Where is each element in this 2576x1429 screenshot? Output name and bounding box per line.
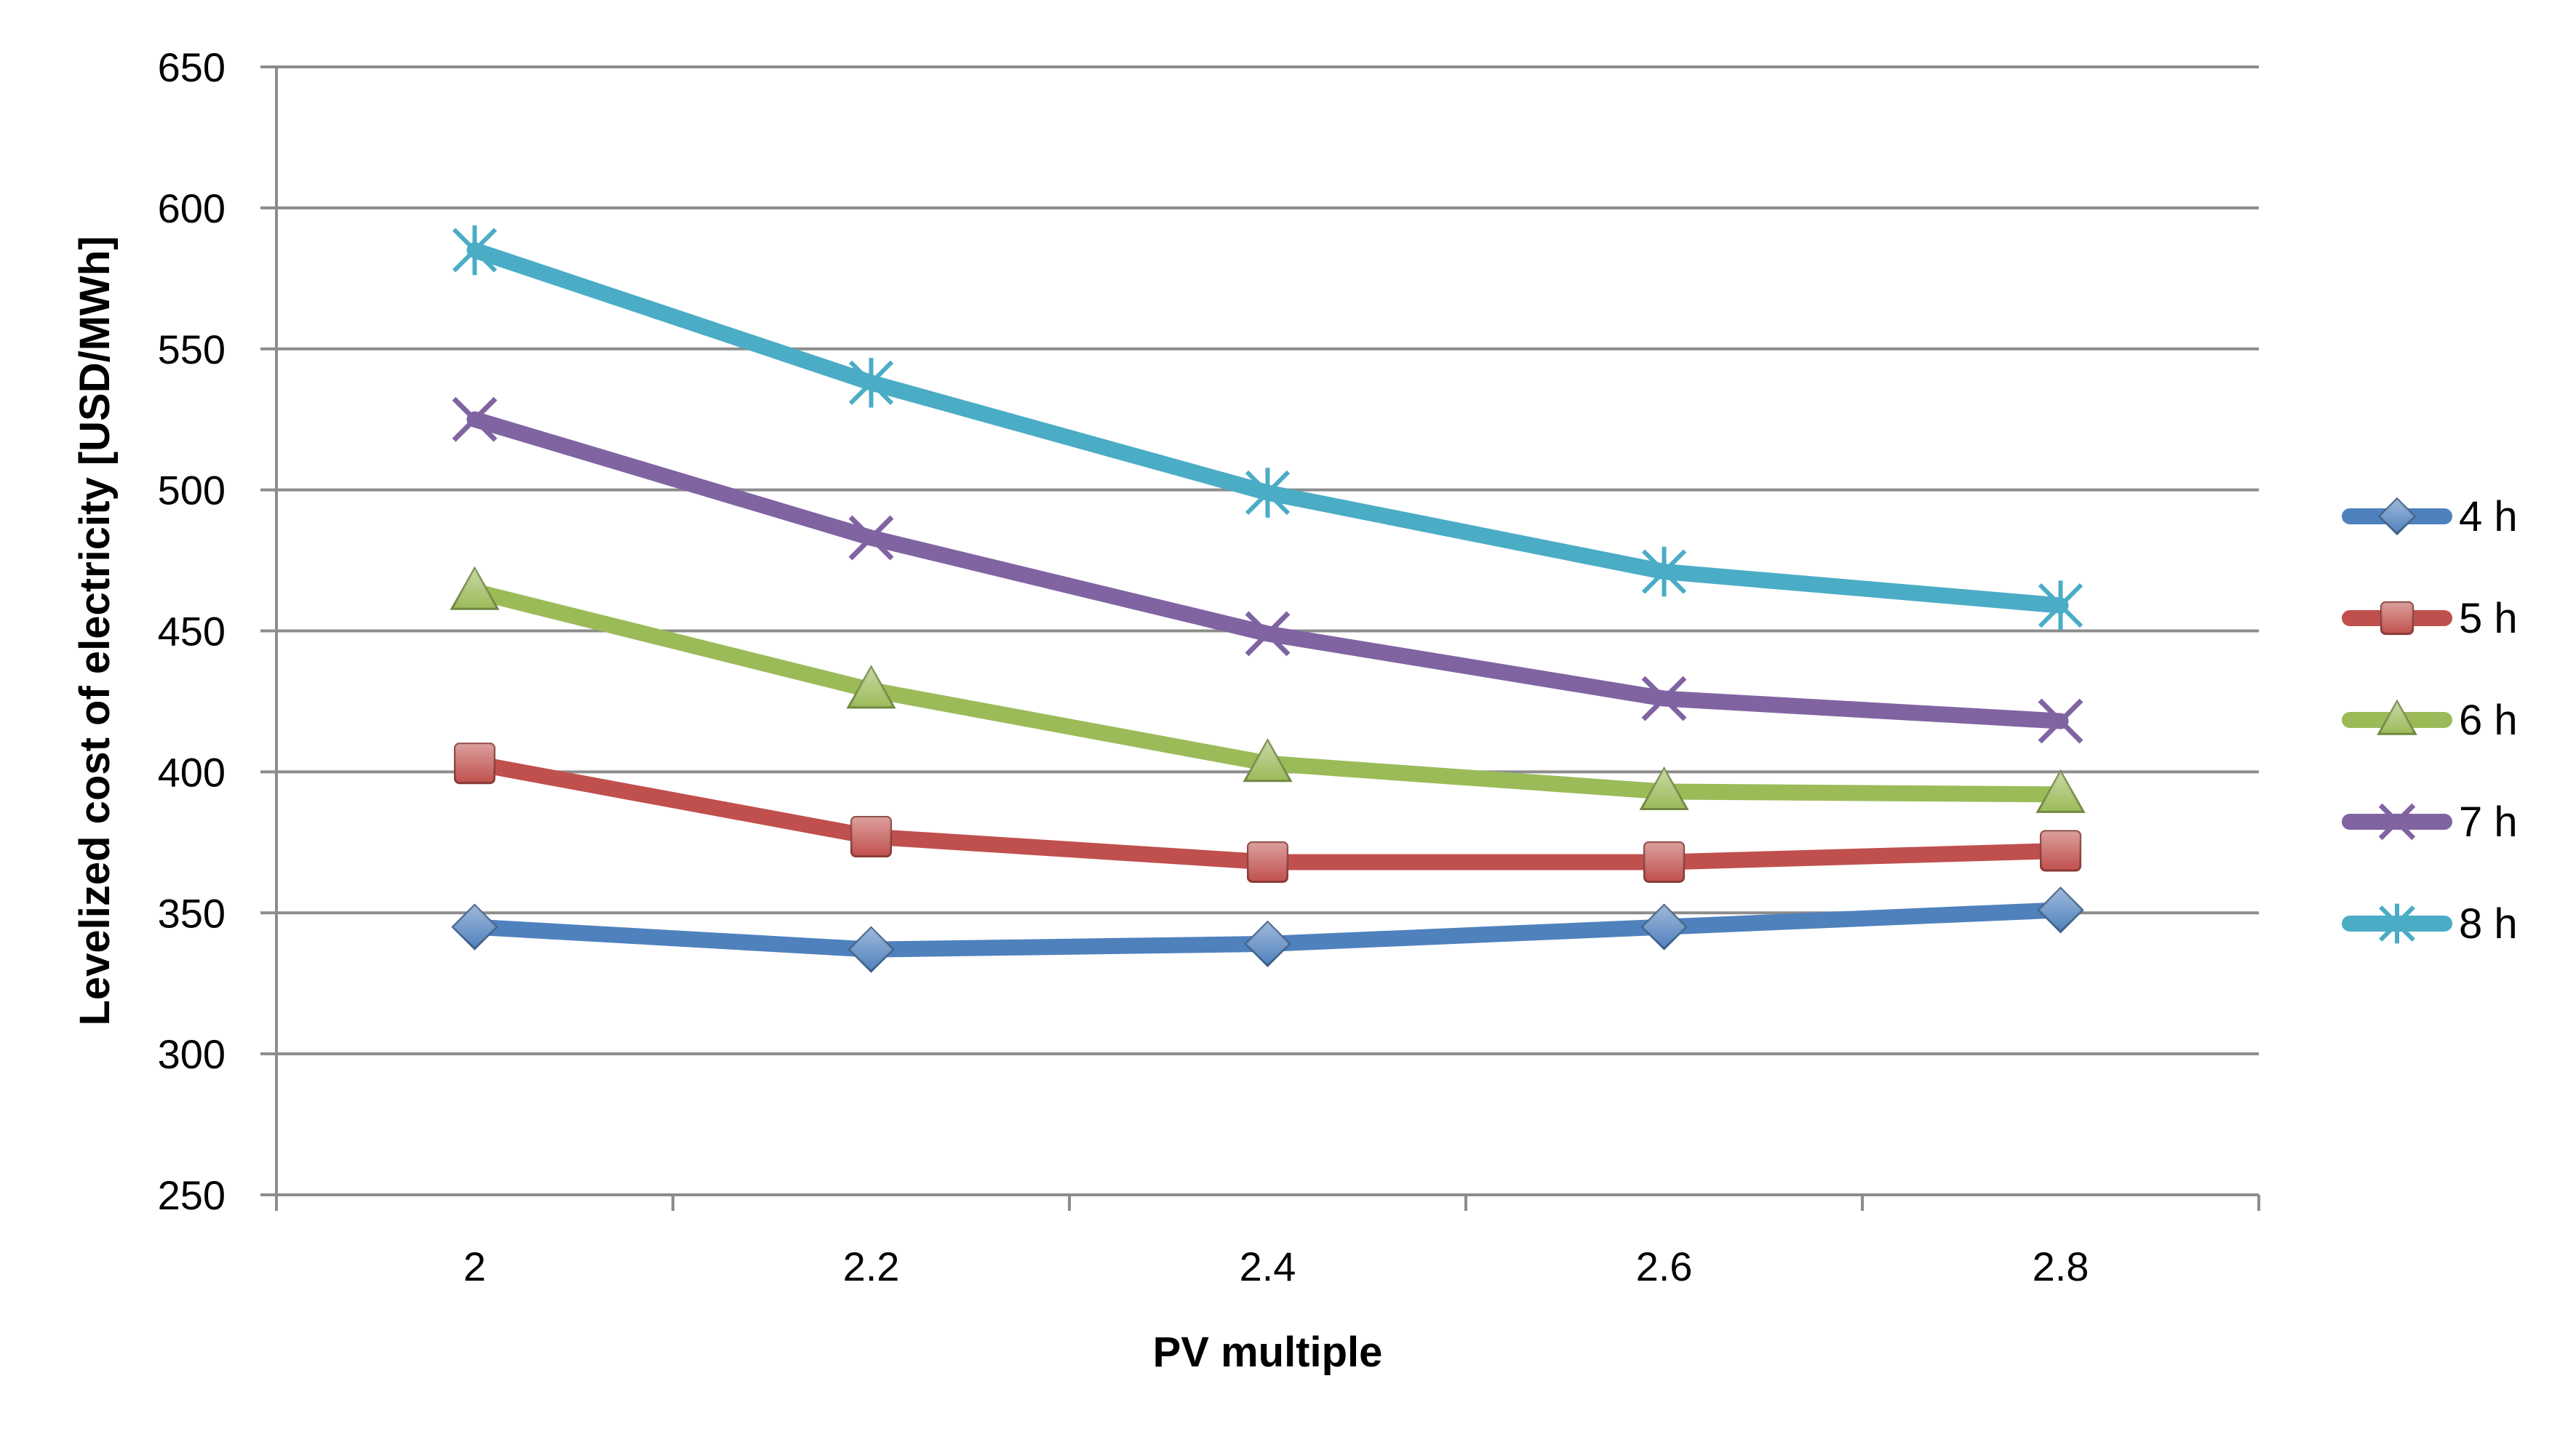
y-tick-label: 550 xyxy=(158,327,226,372)
data-point xyxy=(2038,580,2083,631)
data-point-shine xyxy=(1245,921,1290,966)
data-point-shine xyxy=(1248,842,1288,882)
series-line xyxy=(466,411,2069,729)
data-point-shine xyxy=(2038,771,2083,812)
y-tick-label: 400 xyxy=(158,749,226,795)
y-tick-label: 450 xyxy=(158,609,226,655)
gridlines xyxy=(276,65,2259,1056)
legend-marker-shine xyxy=(2380,499,2414,534)
marker-stroke xyxy=(452,396,498,442)
data-point-shine xyxy=(849,927,893,972)
legend-marker xyxy=(2378,803,2416,841)
data-point xyxy=(848,515,894,561)
legend-item: 6 h xyxy=(2342,697,2518,744)
legend-item: 5 h xyxy=(2342,595,2518,642)
legend-label: 7 h xyxy=(2459,798,2518,846)
x-tick-label: 2.2 xyxy=(843,1244,900,1289)
series-8-h xyxy=(452,225,2083,631)
series-layer xyxy=(450,225,2086,973)
x-tick-labels: 2 2.2 2.4 2.6 2.8 xyxy=(463,1244,2089,1289)
legend-marker xyxy=(2379,903,2415,944)
data-point-shine xyxy=(1245,740,1291,781)
data-point xyxy=(848,358,894,408)
y-tick-label: 300 xyxy=(158,1031,226,1077)
series-4-h xyxy=(451,886,2084,973)
legend-item: 4 h xyxy=(2342,493,2518,540)
data-point-shine xyxy=(2041,830,2081,870)
data-point xyxy=(452,396,498,442)
data-point-shine xyxy=(2038,888,2083,932)
x-axis-title: PV multiple xyxy=(1153,1329,1383,1376)
data-point-shine xyxy=(848,667,894,708)
data-point-shine xyxy=(1644,842,1684,882)
data-point xyxy=(452,225,498,276)
legend-item: 8 h xyxy=(2342,900,2518,948)
data-point-shine xyxy=(452,568,498,609)
y-tick-label: 250 xyxy=(158,1172,226,1218)
y-tick-label: 350 xyxy=(158,890,226,936)
data-point xyxy=(1641,676,1687,721)
data-point-shine xyxy=(1642,905,1686,949)
data-point-shine xyxy=(851,817,891,857)
series-5-h xyxy=(454,742,2081,883)
x-tick-label: 2 xyxy=(463,1244,486,1289)
x-tick-label: 2.4 xyxy=(1240,1244,1296,1289)
data-point xyxy=(2038,698,2083,744)
data-point-shine xyxy=(455,743,495,783)
legend-marker-shine xyxy=(2381,602,2413,634)
x-tick-label: 2.6 xyxy=(1636,1244,1693,1289)
marker-stroke xyxy=(1641,676,1687,721)
marker-stroke xyxy=(2038,698,2083,744)
legend-label: 5 h xyxy=(2459,595,2518,642)
series-6-h xyxy=(450,566,2086,813)
legend-marker-shine xyxy=(2378,701,2416,734)
legend-label: 4 h xyxy=(2459,493,2518,540)
data-point xyxy=(1245,611,1291,657)
y-tick-labels: 250 300 350 400 450 500 550 600 650 xyxy=(158,44,226,1218)
y-axis-title: Levelized cost of electricity [USD/MWh] xyxy=(71,236,119,1025)
marker-stroke xyxy=(848,515,894,561)
y-tick-label: 500 xyxy=(158,468,226,513)
data-point xyxy=(1641,546,1687,597)
x-tick-label: 2.8 xyxy=(2033,1244,2089,1289)
data-point-shine xyxy=(1641,769,1687,809)
series-line xyxy=(466,242,2069,614)
marker-stroke xyxy=(2378,803,2416,841)
legend-label: 6 h xyxy=(2459,697,2518,744)
data-point xyxy=(1245,468,1291,518)
y-tick-label: 600 xyxy=(158,185,226,231)
legend: 4 h 5 h 6 h 7 h 8 h xyxy=(2342,493,2518,948)
data-point-shine xyxy=(452,905,497,949)
marker-stroke xyxy=(1245,611,1291,657)
legend-label: 8 h xyxy=(2459,900,2518,948)
axes xyxy=(260,65,2260,1211)
y-tick-label: 650 xyxy=(158,44,226,90)
series-7-h xyxy=(452,396,2083,744)
legend-item: 7 h xyxy=(2342,798,2518,846)
